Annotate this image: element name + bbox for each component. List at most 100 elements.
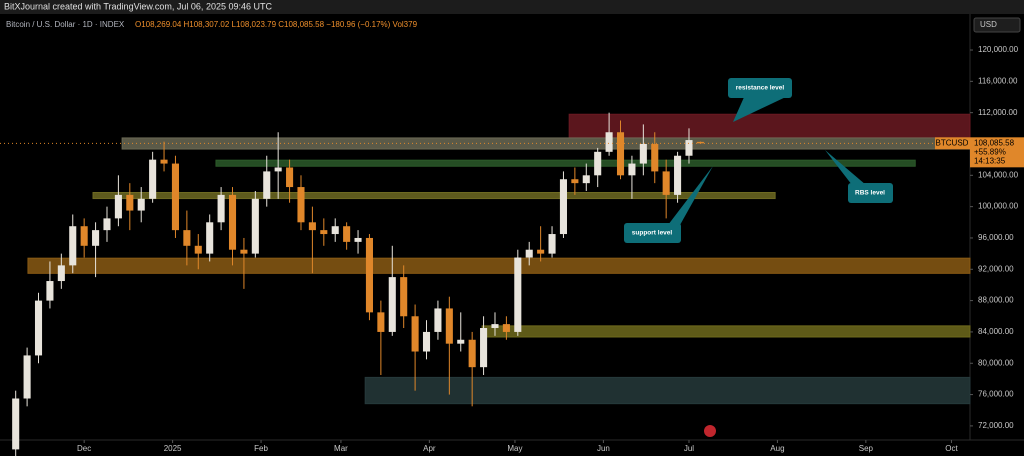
callout-tail (730, 95, 790, 122)
candle-body (628, 163, 636, 176)
candle-body (491, 324, 499, 329)
candle-body (149, 159, 157, 199)
candle-body (183, 230, 191, 246)
zone (121, 137, 971, 150)
candle-body (80, 226, 88, 246)
candle-body (160, 159, 168, 164)
y-tick-label: 100,000.00 (978, 202, 1019, 211)
y-tick-label: 72,000.00 (978, 421, 1014, 430)
candle-body (400, 277, 408, 317)
candle-body (343, 226, 351, 242)
candle-body (194, 245, 202, 254)
zone (215, 159, 916, 167)
candle-body (639, 143, 647, 164)
candle-body (422, 331, 431, 352)
candle-body (616, 132, 625, 176)
candle-body (206, 222, 214, 254)
x-tick-label: Mar (334, 444, 348, 453)
x-tick-label: Oct (945, 444, 958, 453)
candle-body (696, 141, 704, 144)
candle-body (388, 277, 396, 332)
countdown: 14:13:35 (974, 156, 1006, 165)
zone (481, 325, 971, 338)
x-tick-label: 2025 (164, 444, 182, 453)
callout-tail (668, 166, 713, 225)
x-tick-label: Feb (254, 444, 268, 453)
candle-body (126, 194, 134, 211)
candle-body (559, 179, 567, 235)
y-tick-label: 120,000.00 (978, 45, 1019, 54)
candle-body (69, 226, 77, 266)
y-tick-label: 104,000.00 (978, 170, 1019, 179)
zone (364, 376, 971, 405)
candle-body (297, 187, 305, 223)
price-box (970, 137, 1024, 168)
candle-body (445, 308, 453, 344)
candle-body (354, 237, 362, 242)
top-bar (0, 0, 1024, 14)
chart-title: Bitcoin / U.S. Dollar · 1D · INDEX (6, 20, 125, 29)
candle-body (286, 167, 294, 188)
candle-body (331, 226, 339, 235)
candle-body (662, 171, 670, 195)
last-price: 108,085.58 (974, 138, 1015, 147)
currency[interactable]: USD (980, 20, 997, 29)
candle-body (502, 324, 510, 332)
y-tick-label: 92,000.00 (978, 264, 1014, 273)
candle-body (171, 163, 179, 231)
candle-body (12, 398, 20, 450)
candle-body (365, 237, 373, 313)
candle-body (457, 339, 465, 344)
callout-tail (825, 150, 866, 185)
annotation: support level (632, 230, 673, 237)
candle-body (46, 281, 54, 301)
candle-body (228, 194, 237, 250)
header: BitXJournal created with TradingView.com… (4, 1, 272, 11)
candle-body (674, 155, 682, 195)
candle-body (34, 300, 43, 356)
y-tick-label: 80,000.00 (978, 358, 1014, 367)
annotation: resistance level (736, 85, 785, 92)
candle-body (468, 339, 476, 368)
y-tick-label: 76,000.00 (978, 390, 1014, 399)
ohlc-text: O108,269.04 H108,307.02 L108,023.79 C108… (135, 20, 418, 29)
candle-body (57, 265, 65, 282)
annotation: RBS level (855, 190, 885, 197)
callout (728, 78, 792, 98)
candle-body (274, 167, 282, 172)
y-tick-label: 96,000.00 (978, 233, 1014, 242)
candle-body (217, 194, 225, 223)
x-tick-label: Jun (597, 444, 610, 453)
candle-body (525, 249, 533, 258)
x-tick-label: Aug (770, 444, 784, 453)
zone (27, 257, 971, 274)
y-tick-label: 88,000.00 (978, 296, 1014, 305)
change: +55.89% (974, 147, 1006, 156)
candle-body (411, 316, 419, 352)
candle-body (377, 312, 385, 332)
candle-body (685, 140, 693, 156)
candle-body (582, 175, 590, 184)
zone (568, 113, 971, 139)
callout (624, 223, 681, 243)
x-tick-label: Sep (859, 444, 874, 453)
candle-body (514, 257, 522, 332)
callout (848, 183, 893, 203)
event-icon[interactable] (704, 425, 716, 437)
symbol-box (935, 137, 970, 150)
y-tick-label: 112,000.00 (978, 108, 1018, 117)
candle-body (434, 308, 442, 332)
candle-body (263, 171, 271, 199)
currency-button[interactable] (973, 17, 1021, 33)
candle-body (537, 249, 545, 254)
candle-body (114, 194, 122, 219)
candle-body (308, 222, 316, 231)
zone (92, 191, 776, 200)
candle-body (240, 249, 248, 254)
y-tick-label: 84,000.00 (978, 327, 1014, 336)
candle-body (103, 218, 111, 231)
candle-body (651, 143, 659, 172)
candle-body (92, 230, 100, 246)
y-tick-label: 116,000.00 (978, 76, 1018, 85)
